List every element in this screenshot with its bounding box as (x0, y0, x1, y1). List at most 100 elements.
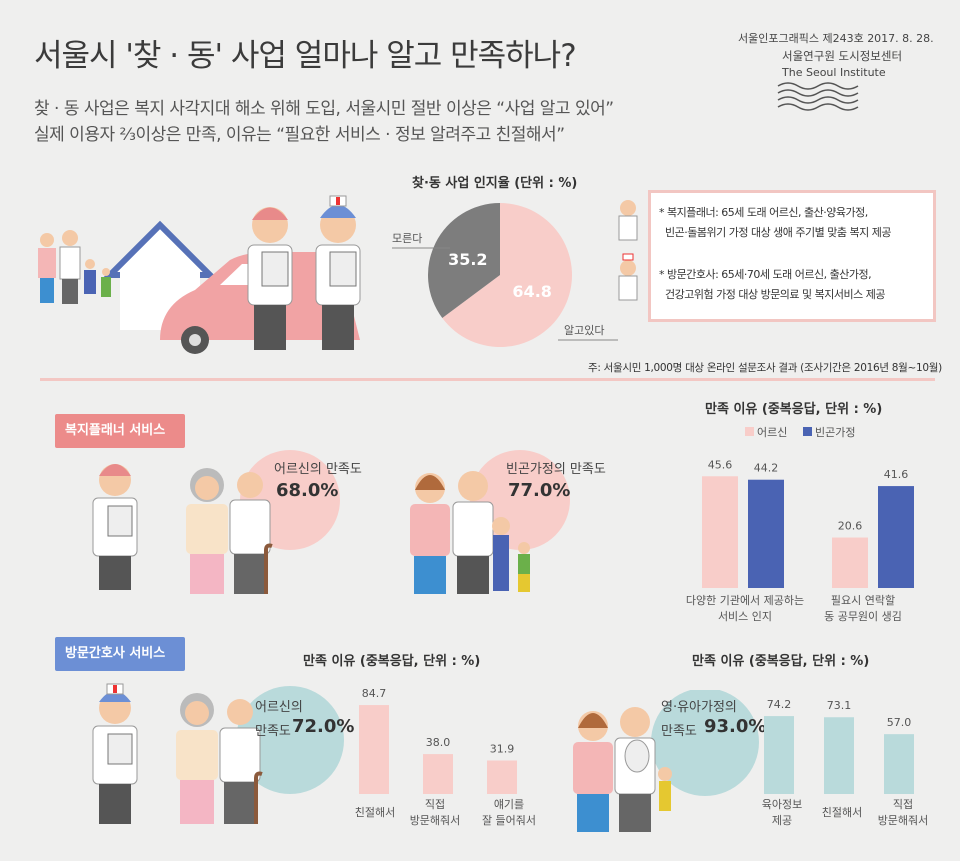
nurse-figure (315, 195, 361, 350)
nurse-infant-cat3-line2: 방문해줘서 (877, 814, 929, 827)
planner-cat2-line2: 동 공무원이 생김 (824, 610, 902, 623)
legend-poor: 빈곤가정 (803, 424, 855, 440)
nurse-elder-label-1: 어르신의 (255, 700, 303, 715)
nurse-elder-label-2: 만족도 (255, 724, 291, 739)
pie-slice-known-value: 64.8 (512, 282, 551, 301)
nurse-elder-bar-value-1: 38.0 (426, 736, 451, 749)
family-figures (38, 230, 111, 304)
planner-reason-title: 만족 이유 (중복응답, 단위 : %) (705, 402, 883, 417)
nurse-elder-bar-1 (423, 754, 453, 794)
planner-illustration (92, 450, 570, 594)
publication-info: 서울인포그래픽스 제243호 2017. 8. 28. (738, 32, 934, 45)
planner-bar-value-1-0: 44.2 (754, 462, 779, 475)
nurse-worker-figure (92, 683, 138, 824)
nurse-elder-cat1-label: 친절해서 (354, 806, 396, 819)
nurse-infant-bar-2 (884, 734, 914, 794)
nurse-infant-cat2-label: 친절해서 (821, 806, 863, 819)
nurse-elder-cat3-line2: 잘 들어줘서 (481, 814, 537, 827)
definition-nurse-line-1: * 방문간호사: 65세·70세 도래 어르신, 출산가정, (659, 268, 872, 281)
nurse-elder-bar-value-2: 31.9 (490, 743, 515, 756)
nurse-infant-satisfaction-value: 93.0% (704, 716, 767, 737)
subtitle-line-2: 실제 이용자 ⅔이상은 만족, 이유는 “필요한 서비스 · 정보 알려주고 친… (34, 125, 565, 145)
page-title: 서울시 '찾 · 동' 사업 얼마나 알고 만족하나? (34, 38, 577, 74)
legend-elder-swatch (745, 427, 754, 436)
planner-bar-poor-0 (748, 479, 784, 588)
nurse-infant-reason-title: 만족 이유 (중복응답, 단위 : %) (692, 654, 870, 669)
planner-bar-value-1-1: 41.6 (884, 468, 909, 481)
nurse-infant-bar-value-0: 74.2 (767, 698, 792, 711)
pie-label-known: 알고있다 (564, 323, 604, 337)
planner-elder-satisfaction-label: 어르신의 만족도 (274, 462, 362, 477)
nurse-infant-label-2: 만족도 (661, 724, 697, 739)
institute-logo (777, 82, 859, 111)
nurse-elder-bar-0 (359, 705, 389, 794)
nurse-infant-cat1-line1: 육아정보 (761, 798, 803, 811)
definition-nurse-line-2: 건강고위험 가정 대상 방문의료 및 복지서비스 제공 (665, 288, 886, 301)
institute-name-en: The Seoul Institute (782, 66, 886, 79)
planner-service-tag: 복지플래너 서비스 (55, 414, 185, 448)
planner-bar-value-0-0: 45.6 (708, 458, 733, 471)
nurse-elder-bar-value-0: 84.7 (362, 687, 387, 700)
nurse-elder-cat2-line2: 방문해줘서 (409, 814, 461, 827)
hero-illustration (38, 195, 361, 354)
nurse-infant-cat3-line1: 직접 (892, 798, 914, 811)
planner-elder-satisfaction-value: 68.0% (276, 480, 339, 501)
planner-bar-elder-0 (702, 476, 738, 588)
infant-family-figure (573, 707, 672, 832)
definition-planner-line-2: 빈곤·돌봄위기 가정 대상 생애 주기별 맞춤 복지 제공 (665, 226, 892, 239)
nurse-elder-cat3-line1: 얘기를 (493, 798, 525, 811)
legend-elder-text: 어르신 (757, 426, 788, 439)
poor-family-figure (410, 471, 530, 594)
elderly-couple-figure-2 (176, 693, 263, 824)
definition-planner-line-1: * 복지플래너: 65세 도래 어르신, 출산·양육가정, (659, 206, 868, 219)
nurse-infant-reason-bar-chart: 74.2 73.1 57.0 (764, 698, 914, 794)
awareness-title: 찾·동 사업 인지율 (단위 : %) (412, 176, 578, 191)
pie-slice-unknown-value: 35.2 (448, 250, 487, 269)
nurse-infant-bar-1 (824, 717, 854, 794)
nurse-elder-satisfaction-value: 72.0% (292, 716, 355, 737)
welfare-planner-figure (247, 207, 293, 350)
nurse-infant-label-1: 영·유아가정의 (661, 700, 737, 715)
planner-worker-figure (92, 464, 138, 590)
planner-bar-value-0-1: 20.6 (838, 520, 863, 533)
page-subtitle: 찾 · 동 사업은 복지 사각지대 해소 위해 도입, 서울시민 절반 이상은 … (34, 96, 614, 148)
planner-poor-satisfaction-label: 빈곤가정의 만족도 (506, 462, 606, 477)
planner-cat1-line2: 서비스 인지 (717, 610, 773, 623)
section-divider (40, 378, 935, 381)
planner-bar-poor-1 (878, 486, 914, 588)
subtitle-line-1: 찾 · 동 사업은 복지 사각지대 해소 위해 도입, 서울시민 절반 이상은 … (34, 99, 614, 119)
definitions-box: * 복지플래너: 65세 도래 어르신, 출산·양육가정, 빈곤·돌봄위기 가정… (648, 190, 936, 322)
planner-cat2-line1: 필요시 연락할 (830, 594, 896, 607)
nurse-elder-cat2-line1: 직접 (424, 798, 446, 811)
elderly-couple-figure (186, 468, 273, 594)
nurse-elder-reason-title: 만족 이유 (중복응답, 단위 : %) (303, 654, 481, 669)
nurse-elder-bar-2 (487, 760, 517, 794)
nurse-service-tag: 방문간호사 서비스 (55, 637, 185, 671)
nurse-infant-bar-value-2: 57.0 (887, 716, 912, 729)
legend-poor-swatch (803, 427, 812, 436)
legend-elder: 어르신 (745, 424, 787, 440)
planner-poor-satisfaction-value: 77.0% (508, 480, 571, 501)
planner-bar-elder-1 (832, 537, 868, 588)
nurse-infant-bar-value-1: 73.1 (827, 699, 852, 712)
nurse-elder-reason-bar-chart: 84.7 38.0 31.9 (359, 687, 517, 794)
nurse-infant-cat1-line2: 제공 (771, 814, 793, 827)
planner-reason-bar-chart: 45.6 20.6 44.2 41.6 (702, 458, 914, 588)
nurse-infant-illustration (573, 690, 759, 832)
pie-slice-known (442, 203, 572, 347)
definition-icons (618, 200, 638, 301)
nurse-infant-bar-0 (764, 716, 794, 794)
nurse-elder-illustration (92, 683, 344, 824)
survey-source-note: 주: 서울시민 1,000명 대상 온라인 설문조사 결과 (조사기간은 201… (588, 362, 942, 374)
planner-cat1-line1: 다양한 기관에서 제공하는 (685, 594, 805, 607)
institute-name-kr: 서울연구원 도시정보센터 (782, 49, 903, 63)
legend-poor-text: 빈곤가정 (815, 426, 856, 439)
pie-slice-unknown (428, 203, 500, 319)
